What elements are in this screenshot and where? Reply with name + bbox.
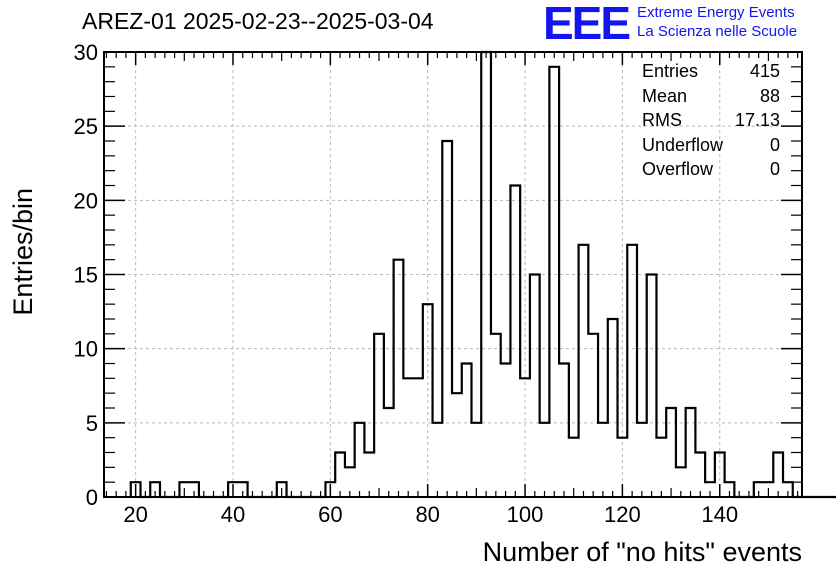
y-tick-label: 10	[74, 337, 98, 362]
y-tick-label: 25	[74, 114, 98, 139]
y-tick-label: 30	[74, 40, 98, 65]
stats-label: Overflow	[642, 159, 714, 179]
logo-caption-line1: Extreme Energy Events	[637, 4, 795, 21]
stats-row: Overflow 0	[642, 157, 780, 182]
stats-row: Mean 88	[642, 84, 780, 109]
x-tick-label: 60	[318, 502, 342, 527]
stats-label: Mean	[642, 85, 688, 106]
stats-row: Underflow 0	[642, 133, 780, 158]
x-tick-label: 140	[701, 502, 738, 527]
y-tick-label: 15	[74, 263, 98, 288]
axis-ticks	[104, 51, 802, 498]
stats-box: Entries 415 Mean 88 RMS 17.13 Underflow 0 Overfl…	[642, 59, 780, 182]
eee-logo: EEE	[543, 0, 631, 49]
stats-value: 17.13	[734, 110, 780, 130]
stats-label: RMS	[642, 110, 682, 130]
tick-labels: 20 40 60 80 100 120 140 0 5 10 15 20 25 30	[74, 40, 739, 527]
stats-label: Entries	[642, 61, 699, 81]
x-tick-label: 40	[221, 502, 245, 527]
x-axis-label: Number of "no hits" events	[482, 537, 802, 567]
x-tick-label: 120	[604, 502, 641, 527]
stats-value: 0	[769, 159, 780, 179]
x-tick-label: 100	[507, 502, 544, 527]
chart-title: AREZ-01 2025-02-23--2025-03-04	[82, 8, 434, 34]
x-tick-label: 80	[415, 502, 439, 527]
logo-caption: Extreme Energy Events La Scienza nelle S…	[637, 3, 797, 41]
x-tick-label: 20	[123, 502, 147, 527]
stats-row: RMS 17.13	[642, 108, 780, 133]
stats-value: 88	[759, 85, 780, 106]
y-tick-label: 0	[86, 485, 98, 510]
logo-caption-line2: La Scienza nelle Scuole	[637, 23, 798, 40]
stats-value: 0	[769, 134, 780, 155]
y-tick-label: 5	[86, 411, 98, 436]
stats-label: Underflow	[642, 134, 724, 155]
stats-value: 415	[749, 61, 780, 81]
stats-row: Entries 415	[642, 59, 780, 84]
y-tick-label: 20	[74, 188, 98, 213]
